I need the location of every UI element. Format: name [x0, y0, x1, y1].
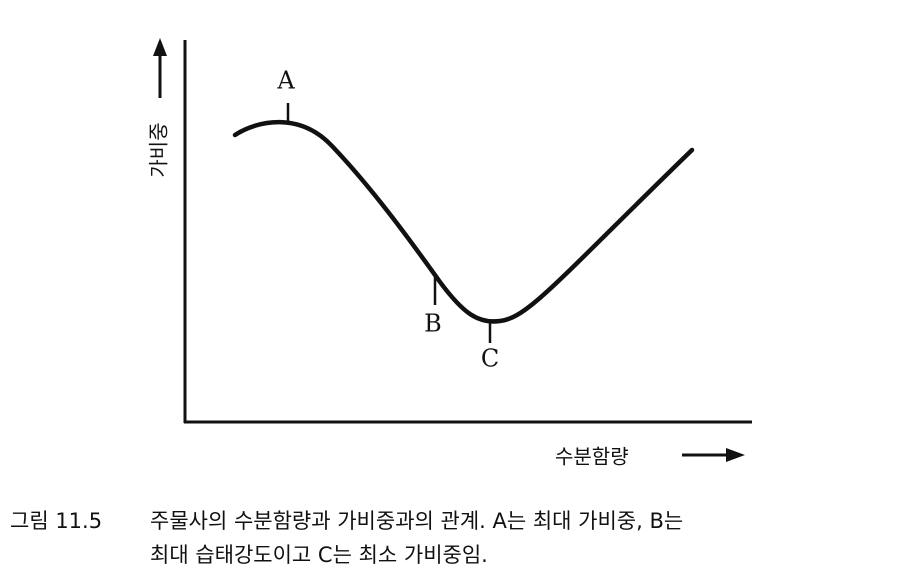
point-label: A	[276, 67, 295, 95]
caption-line: 최대 습태강도이고 C는 최소 가비중임.	[150, 543, 488, 567]
point-label: B	[424, 310, 442, 338]
x-axis-label: 수분함량	[555, 445, 629, 469]
y-axis-label: 가비중	[147, 122, 171, 177]
curve	[232, 119, 695, 324]
x-axis-arrow	[682, 448, 745, 462]
y-axis-arrow	[153, 38, 167, 98]
axes	[183, 40, 752, 424]
caption-number: 그림 11.5	[10, 509, 102, 533]
caption-line: 주물사의 수분함량과 가비중과의 관계. A는 최대 가비중, B는	[150, 509, 683, 533]
point-label: C	[481, 345, 499, 373]
